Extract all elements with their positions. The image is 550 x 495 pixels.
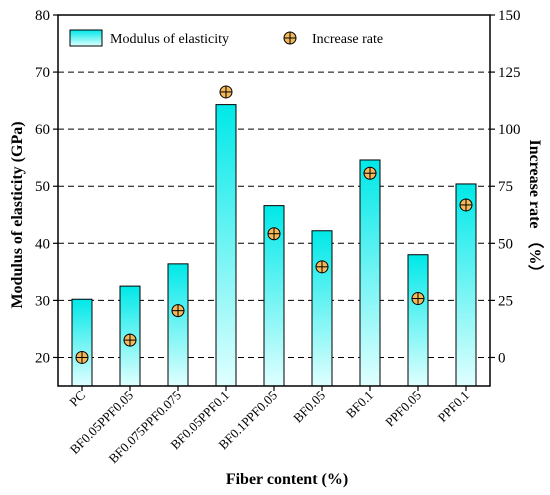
y-axis-title: Modulus of elasticity (GPa) — [9, 121, 26, 308]
y-tick-label: 80 — [35, 8, 50, 24]
y2-tick-label: 125 — [498, 65, 521, 81]
x-axis-title: Fiber content (%) — [226, 471, 348, 488]
bar — [359, 159, 381, 387]
increase-rate-marker — [363, 166, 377, 180]
increase-rate-marker — [267, 227, 281, 241]
increase-rate-marker — [411, 292, 425, 306]
bar — [167, 263, 189, 387]
y2-axis-title: Increase rate （%） — [526, 139, 544, 280]
y-tick-label: 50 — [35, 179, 50, 195]
increase-rate-marker — [171, 304, 185, 318]
y2-tick-label: 100 — [498, 122, 521, 138]
bar — [407, 254, 429, 387]
y2-tick-label: 50 — [498, 236, 513, 252]
bar — [311, 230, 333, 387]
increase-rate-marker — [123, 333, 137, 347]
increase-rate-marker — [315, 260, 329, 274]
y-tick-label: 60 — [35, 122, 50, 138]
x-tick-label: PPF0.1 — [435, 388, 472, 425]
increase-rate-marker — [219, 85, 233, 99]
bar — [71, 298, 93, 387]
legend-marker-label: Increase rate — [312, 32, 383, 47]
x-tick-label: BF0.1 — [343, 388, 376, 421]
y-tick-label: 70 — [35, 65, 50, 81]
y2-tick-label: 25 — [498, 293, 513, 309]
legend-bar-swatch — [69, 29, 103, 47]
x-tick-label: PPF0.05 — [382, 388, 424, 430]
bar — [215, 104, 237, 387]
increase-rate-marker — [459, 198, 473, 212]
y-tick-label: 40 — [35, 236, 50, 252]
legend: Modulus of elasticity Increase rate — [69, 29, 383, 47]
x-tick-label: PC — [66, 388, 88, 410]
y2-tick-label: 150 — [498, 8, 521, 24]
y2-tick-label: 0 — [498, 350, 506, 366]
y2-tick-label: 75 — [498, 179, 513, 195]
legend-bar-label: Modulus of elasticity — [110, 32, 229, 47]
y-tick-label: 30 — [35, 293, 50, 309]
y-tick-label: 20 — [35, 350, 50, 366]
increase-rate-marker — [75, 350, 89, 364]
increase-rate-markers — [75, 85, 473, 364]
x-tick-label: BF0.05 — [290, 388, 328, 426]
legend-marker-icon — [283, 31, 297, 45]
bar — [455, 183, 477, 387]
